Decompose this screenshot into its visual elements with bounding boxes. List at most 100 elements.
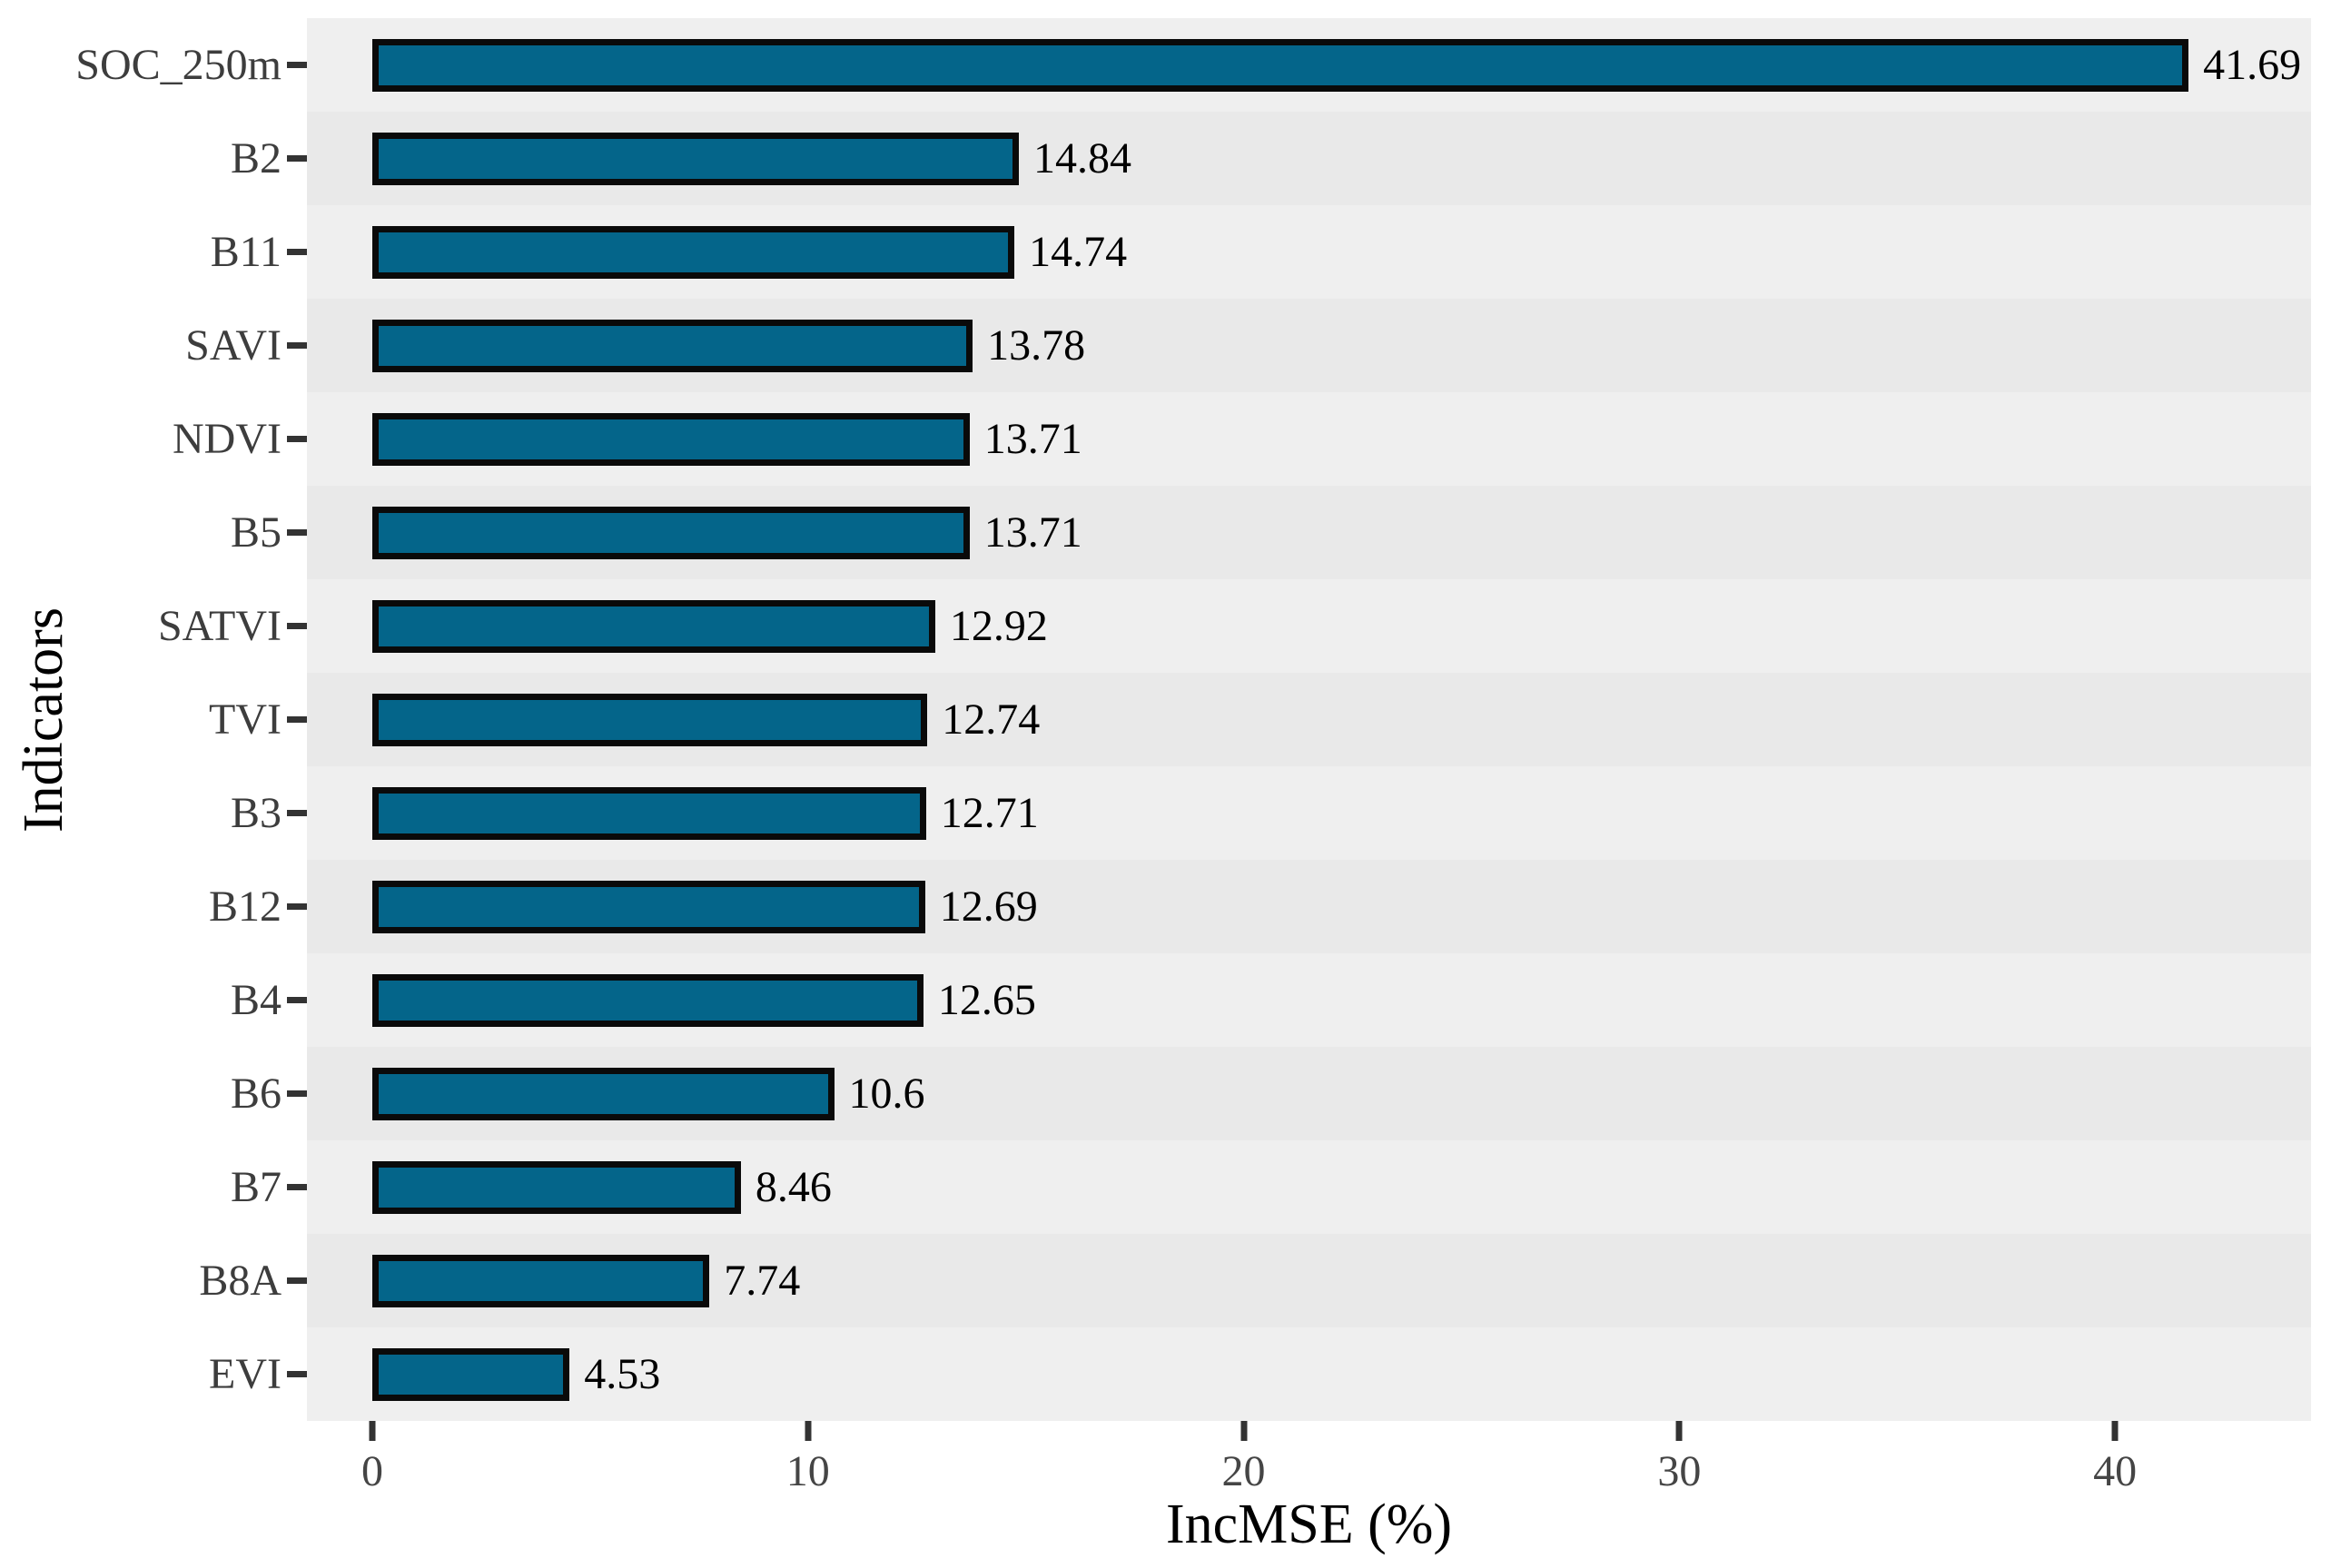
bar-zone: 10.6 [307,1047,2311,1140]
value-label: 14.74 [1029,227,1128,276]
bar [371,225,1015,279]
y-axis-label: SATVI [157,601,282,650]
y-tick-mark [287,62,307,68]
bar-zone: 13.71 [307,392,2311,486]
x-axis: 0 10 20 30 40 [307,1421,2311,1539]
y-tick-mark [287,249,307,255]
bar-zone: 14.84 [307,112,2311,205]
y-axis-label: B2 [230,133,282,182]
chart-row: B8A 7.74 [0,1234,2311,1327]
y-axis-label: SAVI [185,321,282,370]
value-label: 10.6 [848,1069,925,1118]
x-tick-mark [1675,1421,1683,1441]
bar [371,973,924,1027]
y-tick-mark [287,623,307,629]
bar-zone: 13.71 [307,486,2311,579]
chart-row: B7 8.46 [0,1140,2311,1234]
chart-row: B6 10.6 [0,1047,2311,1140]
value-label: 8.46 [755,1162,832,1211]
y-tick-mark [287,1371,307,1377]
bar [371,693,928,746]
bar-zone: 7.74 [307,1234,2311,1327]
bar-zone: 4.53 [307,1327,2311,1421]
value-label: 7.74 [724,1256,801,1305]
bar [371,412,970,466]
x-axis-title: IncMSE (%) [1165,1494,1453,1555]
x-tick-mark [805,1421,812,1441]
bar-zone: 13.78 [307,299,2311,392]
chart-row: TVI 12.74 [0,673,2311,766]
y-tick-mark [287,997,307,1003]
y-tick-mark [287,1277,307,1284]
bar-rows-container: SOC_250m 41.69 B2 14.84 B11 14.74 SAVI 13.78 NDV… [0,18,2311,1421]
value-label: 41.69 [2203,40,2302,89]
bar [371,1160,741,1214]
bar-zone: 12.65 [307,953,2311,1047]
chart-row: SOC_250m 41.69 [0,18,2311,112]
y-axis-label: B5 [230,508,282,557]
value-label: 13.71 [983,508,1082,557]
chart-row: NDVI 13.71 [0,392,2311,486]
value-label: 12.69 [939,882,1038,931]
y-tick-mark [287,529,307,536]
y-axis-title: Indicators [13,607,74,833]
value-label: 13.71 [983,414,1082,463]
y-tick-mark [287,436,307,442]
x-tick-mark [1240,1421,1248,1441]
y-tick-mark [287,155,307,162]
y-axis-label: B4 [230,975,282,1024]
y-axis-label: B8A [199,1256,282,1305]
x-tick-label: 0 [361,1447,383,1495]
bar-zone: 12.92 [307,579,2311,673]
y-axis-label: B12 [208,882,282,931]
x-tick-mark [2111,1421,2119,1441]
chart-row: B12 12.69 [0,860,2311,953]
bar [371,319,973,372]
y-axis-label: B6 [230,1069,282,1118]
chart-row: B11 14.74 [0,205,2311,299]
y-axis-label: NDVI [173,414,282,463]
bar [371,506,970,559]
x-tick-label: 40 [2093,1447,2138,1495]
bar [371,38,2189,92]
bar [371,132,1019,185]
chart-row: B4 12.65 [0,953,2311,1047]
bar-zone: 8.46 [307,1140,2311,1234]
y-axis-label: SOC_250m [75,40,282,89]
y-tick-mark [287,1184,307,1190]
value-label: 12.65 [937,975,1036,1024]
bar-zone: 12.74 [307,673,2311,766]
chart-row: EVI 4.53 [0,1327,2311,1421]
value-label: 12.92 [949,601,1048,650]
bar [371,1254,710,1307]
chart-row: B5 13.71 [0,486,2311,579]
bar-zone: 14.74 [307,205,2311,299]
bar-zone: 12.69 [307,860,2311,953]
x-tick-label: 20 [1221,1447,1266,1495]
value-label: 12.71 [940,788,1039,837]
bar [371,880,925,933]
chart-row: SAVI 13.78 [0,299,2311,392]
bar [371,599,935,653]
y-axis-label: B3 [230,788,282,837]
value-label: 13.78 [987,321,1086,370]
value-label: 4.53 [584,1349,661,1398]
chart-row: B2 14.84 [0,112,2311,205]
bar [371,786,926,840]
x-tick-mark [369,1421,376,1441]
bar-zone: 41.69 [307,18,2311,112]
y-tick-mark [287,716,307,723]
y-axis-label: B11 [210,227,282,276]
bar [371,1347,570,1401]
bar [371,1067,835,1120]
x-tick-label: 10 [785,1447,830,1495]
x-tick-label: 30 [1657,1447,1702,1495]
chart-row: B3 12.71 [0,766,2311,860]
y-tick-mark [287,1090,307,1097]
value-label: 14.84 [1032,133,1131,182]
chart-row: SATVI 12.92 [0,579,2311,673]
value-label: 12.74 [942,695,1041,744]
y-axis-label: B7 [230,1162,282,1211]
y-tick-mark [287,903,307,910]
